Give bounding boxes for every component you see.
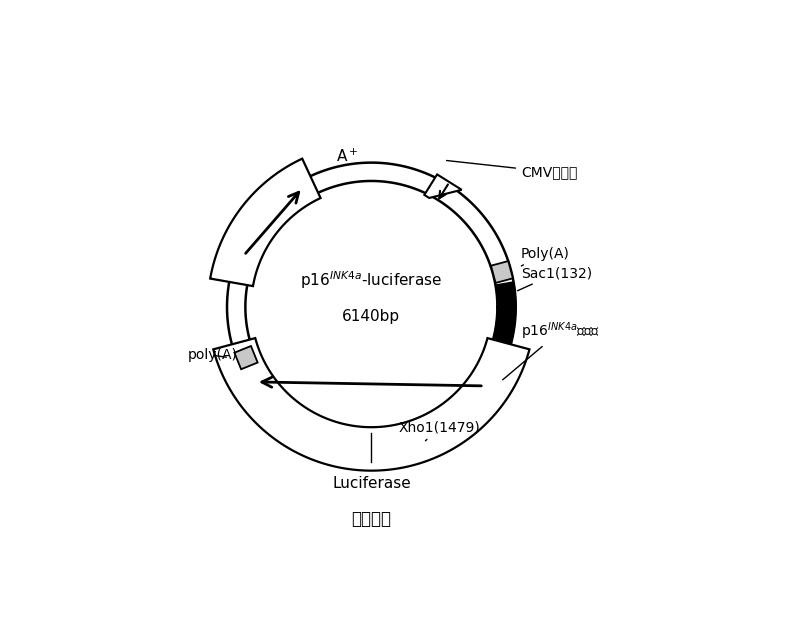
Text: p16$^{INK4a}$启动子: p16$^{INK4a}$启动子 (502, 320, 600, 380)
Text: Xho1(1479): Xho1(1479) (398, 421, 480, 441)
Text: poly(A): poly(A) (188, 348, 238, 362)
Text: 6140bp: 6140bp (342, 309, 401, 324)
Text: Poly(A): Poly(A) (521, 247, 570, 266)
Text: CMV启动子: CMV启动子 (446, 161, 578, 179)
Polygon shape (210, 159, 321, 286)
Text: Luciferase: Luciferase (332, 477, 410, 492)
Polygon shape (491, 261, 513, 283)
Polygon shape (424, 174, 462, 198)
Polygon shape (425, 282, 516, 438)
Polygon shape (214, 338, 530, 471)
Text: A$^+$: A$^+$ (336, 147, 358, 164)
Polygon shape (227, 162, 516, 451)
Text: p16$^{INK4a}$-luciferase: p16$^{INK4a}$-luciferase (300, 270, 442, 292)
Text: Sac1(132): Sac1(132) (518, 266, 592, 291)
Text: 荧光素酶: 荧光素酶 (351, 510, 391, 528)
Polygon shape (234, 346, 258, 369)
